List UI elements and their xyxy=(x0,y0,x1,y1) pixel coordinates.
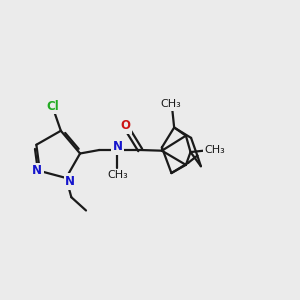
Text: O: O xyxy=(121,119,130,132)
Text: CH₃: CH₃ xyxy=(108,170,129,180)
Text: N: N xyxy=(32,164,42,178)
Text: CH₃: CH₃ xyxy=(205,145,225,155)
Text: CH₃: CH₃ xyxy=(160,99,182,110)
Text: Cl: Cl xyxy=(46,100,59,113)
Text: N: N xyxy=(65,175,75,188)
Text: N: N xyxy=(112,140,122,153)
